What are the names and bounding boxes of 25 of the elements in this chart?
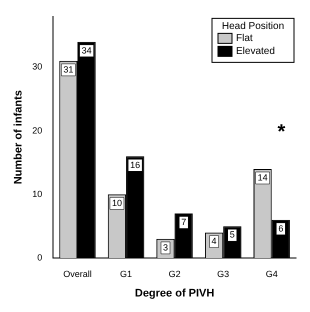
- y-axis-title: Number of infants: [12, 90, 25, 184]
- x-axis-title: Degree of PIVH: [134, 287, 214, 300]
- data-label: 6: [278, 223, 284, 234]
- data-label: 5: [230, 230, 235, 240]
- data-label: 14: [258, 172, 268, 182]
- y-tick-label: 0: [37, 252, 42, 262]
- data-label: 31: [63, 64, 74, 74]
- y-tick-label: 10: [32, 188, 42, 199]
- y-tick-label: 30: [32, 62, 42, 72]
- legend-label: Flat: [236, 33, 253, 44]
- x-tick-label: Overall: [63, 268, 92, 279]
- y-tick-label: 20: [32, 125, 42, 136]
- data-label: 10: [112, 198, 122, 208]
- data-label: 7: [181, 216, 186, 227]
- data-label: 16: [130, 160, 140, 170]
- data-label: 34: [82, 45, 92, 56]
- annotation: *: [278, 120, 286, 143]
- legend-title: Head Position: [222, 21, 284, 32]
- x-tick-label: G3: [217, 268, 230, 279]
- x-tick-label: G1: [120, 268, 132, 279]
- legend-label: Elevated: [236, 46, 275, 58]
- data-label: 4: [212, 236, 217, 246]
- data-label: 3: [162, 242, 168, 252]
- x-tick-label: G4: [266, 268, 278, 279]
- x-tick-label: G2: [168, 268, 181, 279]
